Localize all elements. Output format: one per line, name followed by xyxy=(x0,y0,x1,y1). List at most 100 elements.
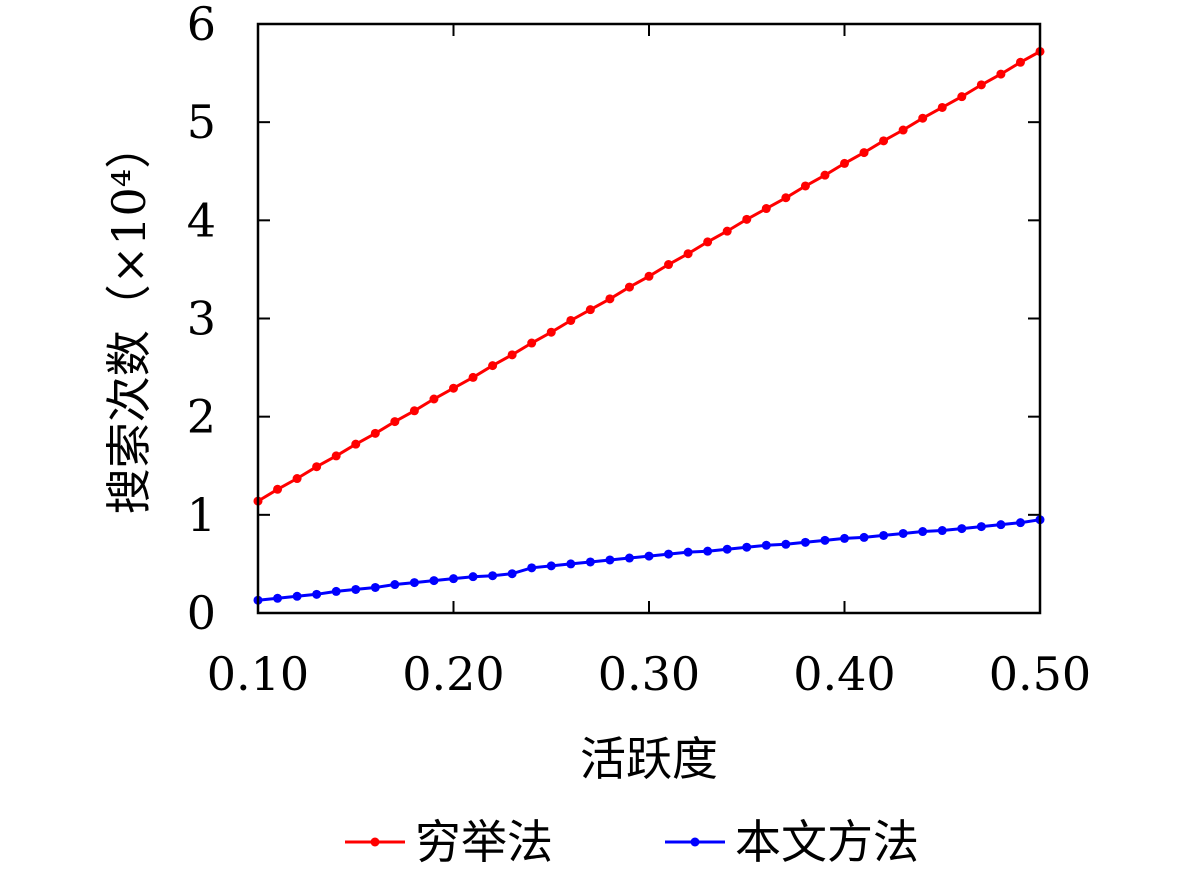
data-point xyxy=(761,540,771,550)
data-point xyxy=(468,372,478,382)
data-point xyxy=(312,462,322,472)
data-point xyxy=(507,350,517,360)
data-point xyxy=(527,338,537,348)
y-tick-label: 3 xyxy=(187,292,216,346)
data-point xyxy=(605,555,615,565)
data-point xyxy=(664,260,674,270)
x-tick-label: 0.20 xyxy=(402,647,504,701)
data-point xyxy=(937,526,947,536)
data-point xyxy=(292,591,302,601)
y-tick-labels: 0 1 2 3 4 5 6 xyxy=(187,0,216,640)
legend-label: 本文方法 xyxy=(735,815,919,869)
data-point xyxy=(546,327,556,337)
data-point xyxy=(449,574,458,584)
data-point xyxy=(605,294,615,304)
data-point xyxy=(840,158,849,168)
data-point xyxy=(1015,57,1025,67)
data-point xyxy=(1015,518,1025,528)
legend-item: 穷举法 xyxy=(345,815,553,869)
data-point xyxy=(742,542,752,552)
data-point xyxy=(566,559,576,569)
data-point xyxy=(840,533,849,543)
data-point xyxy=(468,572,478,582)
data-point xyxy=(664,549,674,559)
data-point xyxy=(546,561,556,571)
data-point xyxy=(722,226,732,236)
data-point xyxy=(781,539,791,549)
series-layer xyxy=(253,46,1045,605)
y-tick-label: 1 xyxy=(187,488,216,542)
legend-marker xyxy=(370,837,380,847)
data-point xyxy=(488,571,498,581)
data-point xyxy=(644,271,654,281)
legend: 穷举法 本文方法 xyxy=(345,815,919,869)
legend-marker xyxy=(690,837,700,847)
data-point xyxy=(312,589,322,599)
series-1 xyxy=(253,46,1045,506)
data-point xyxy=(370,582,380,592)
data-point xyxy=(703,546,713,556)
x-tick-labels: 0.10 0.20 0.30 0.40 0.50 xyxy=(207,647,1091,701)
y-tick-label: 6 xyxy=(187,0,216,51)
data-point xyxy=(683,249,693,259)
data-point xyxy=(585,557,595,567)
data-point xyxy=(292,474,302,484)
data-point xyxy=(390,417,400,427)
data-point xyxy=(957,92,967,102)
data-point xyxy=(800,537,810,547)
data-point xyxy=(351,439,361,449)
data-point xyxy=(996,69,1006,79)
data-point xyxy=(742,214,752,224)
data-point xyxy=(918,113,928,123)
data-point xyxy=(879,136,889,146)
x-tick-label: 0.40 xyxy=(793,647,895,701)
data-point xyxy=(996,520,1006,530)
data-point xyxy=(898,125,908,135)
data-point xyxy=(937,102,947,112)
data-point xyxy=(879,530,889,540)
data-point xyxy=(624,282,634,292)
data-point xyxy=(527,563,537,573)
data-point xyxy=(273,484,283,494)
y-tick-label: 5 xyxy=(187,95,216,149)
data-point xyxy=(488,361,498,371)
x-tick-label: 0.10 xyxy=(207,647,309,701)
data-point xyxy=(507,569,517,579)
data-point xyxy=(820,170,830,180)
data-point xyxy=(781,193,791,203)
y-axis-title: 搜索次数（×10⁴） xyxy=(102,123,156,515)
data-point xyxy=(449,383,458,393)
y-tick-label: 0 xyxy=(187,586,216,640)
data-point xyxy=(957,524,967,534)
data-point xyxy=(918,527,928,537)
data-point xyxy=(429,394,439,404)
data-point xyxy=(429,576,439,586)
data-point xyxy=(898,528,908,538)
y-tick-label: 4 xyxy=(187,193,216,247)
data-point xyxy=(409,578,419,588)
data-point xyxy=(331,451,341,461)
data-point xyxy=(585,305,595,315)
x-tick-label: 0.50 xyxy=(989,647,1091,701)
data-point xyxy=(722,544,732,554)
plot-frame xyxy=(256,22,1042,615)
data-point xyxy=(976,522,986,532)
data-point xyxy=(331,586,341,596)
legend-label: 穷举法 xyxy=(415,815,553,869)
data-point xyxy=(351,584,361,594)
data-point xyxy=(644,551,654,561)
data-point xyxy=(566,315,576,325)
data-point xyxy=(761,204,771,214)
data-point xyxy=(683,547,693,557)
data-point xyxy=(800,181,810,191)
legend-item: 本文方法 xyxy=(665,815,919,869)
data-point xyxy=(820,535,830,545)
data-point xyxy=(390,580,400,590)
x-axis-title: 活跃度 xyxy=(580,732,718,786)
series-2 xyxy=(253,515,1045,605)
data-point xyxy=(624,553,634,563)
data-point xyxy=(976,80,986,90)
data-point xyxy=(859,148,869,158)
data-point xyxy=(273,593,283,603)
